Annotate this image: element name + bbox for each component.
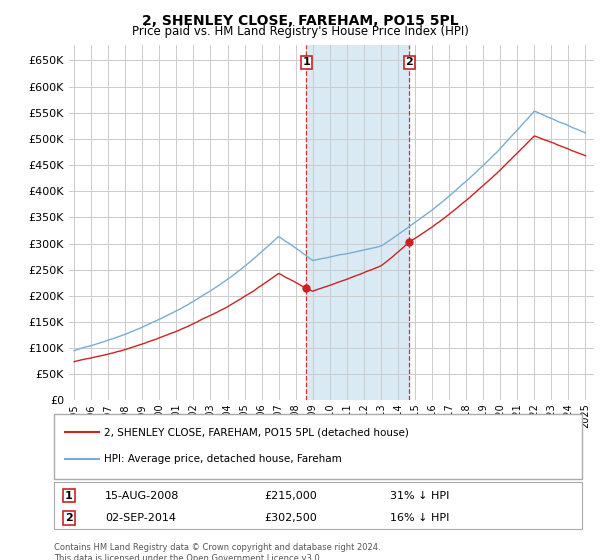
Text: £302,500: £302,500: [264, 513, 317, 523]
Text: 2, SHENLEY CLOSE, FAREHAM, PO15 5PL: 2, SHENLEY CLOSE, FAREHAM, PO15 5PL: [142, 14, 458, 28]
Text: 02-SEP-2014: 02-SEP-2014: [105, 513, 176, 523]
Text: 15-AUG-2008: 15-AUG-2008: [105, 491, 179, 501]
Text: HPI: Average price, detached house, Fareham: HPI: Average price, detached house, Fare…: [104, 455, 342, 464]
Text: Price paid vs. HM Land Registry's House Price Index (HPI): Price paid vs. HM Land Registry's House …: [131, 25, 469, 38]
Text: 16% ↓ HPI: 16% ↓ HPI: [390, 513, 449, 523]
FancyBboxPatch shape: [54, 414, 582, 479]
FancyBboxPatch shape: [54, 482, 582, 529]
Text: 1: 1: [65, 491, 73, 501]
Text: 2: 2: [406, 57, 413, 67]
Bar: [306, 45, 409, 400]
Text: Contains HM Land Registry data © Crown copyright and database right 2024.
This d: Contains HM Land Registry data © Crown c…: [54, 543, 380, 560]
Text: 2: 2: [65, 513, 73, 523]
Text: £215,000: £215,000: [264, 491, 317, 501]
Text: 2, SHENLEY CLOSE, FAREHAM, PO15 5PL (detached house): 2, SHENLEY CLOSE, FAREHAM, PO15 5PL (det…: [104, 427, 409, 437]
Text: 1: 1: [302, 57, 310, 67]
Text: 31% ↓ HPI: 31% ↓ HPI: [390, 491, 449, 501]
